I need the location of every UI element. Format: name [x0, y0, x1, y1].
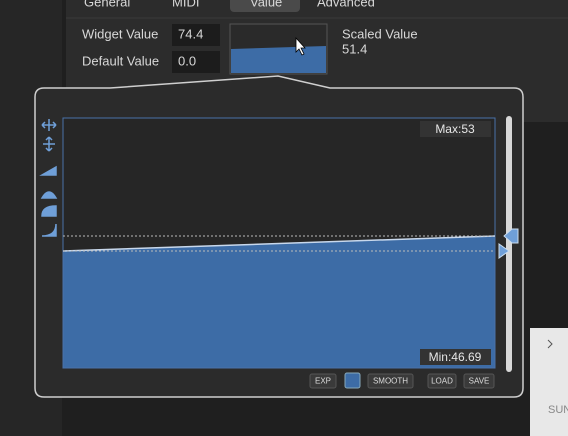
button[interactable] — [309, 373, 337, 389]
input-box[interactable] — [172, 24, 220, 46]
button-label[interactable]: LOAD — [431, 377, 453, 386]
curve-fill — [63, 236, 495, 368]
tool-icons — [39, 119, 58, 237]
field-value[interactable]: 0.0 — [178, 53, 196, 68]
color-swatch[interactable] — [344, 372, 361, 389]
button-label[interactable]: SMOOTH — [373, 377, 408, 386]
button[interactable] — [427, 373, 457, 389]
field-value: 51.4 — [342, 41, 367, 56]
button[interactable] — [367, 373, 414, 389]
preview-fill — [231, 46, 326, 73]
min-handle[interactable] — [498, 243, 510, 259]
tab[interactable]: Advanced — [317, 0, 375, 9]
tab[interactable]: MIDI — [172, 0, 199, 9]
max-handle[interactable] — [503, 228, 519, 244]
tab[interactable]: Value — [250, 0, 282, 9]
sidebar-label: SUN — [548, 404, 568, 416]
curve-line — [62, 235, 496, 252]
cursor — [295, 36, 306, 56]
field-value[interactable]: 74.4 — [178, 26, 203, 41]
button-label[interactable]: EXP — [315, 377, 331, 386]
tab[interactable]: General — [84, 0, 130, 9]
field-label: Scaled Value — [342, 26, 418, 41]
field-label: Default Value — [82, 53, 159, 68]
max-label: Max:53 — [435, 122, 475, 136]
sidebar — [530, 328, 568, 436]
min-badge — [420, 349, 491, 365]
max-badge — [420, 121, 491, 137]
min-label: Min:46.69 — [429, 350, 482, 364]
input-box[interactable] — [172, 51, 220, 73]
sidebar-arrow — [547, 339, 553, 349]
scrollbar[interactable] — [506, 116, 512, 372]
field-label: Widget Value — [82, 26, 158, 41]
tab-active-bg — [230, 0, 300, 12]
button-label[interactable]: SAVE — [469, 377, 490, 386]
button[interactable] — [463, 373, 495, 389]
